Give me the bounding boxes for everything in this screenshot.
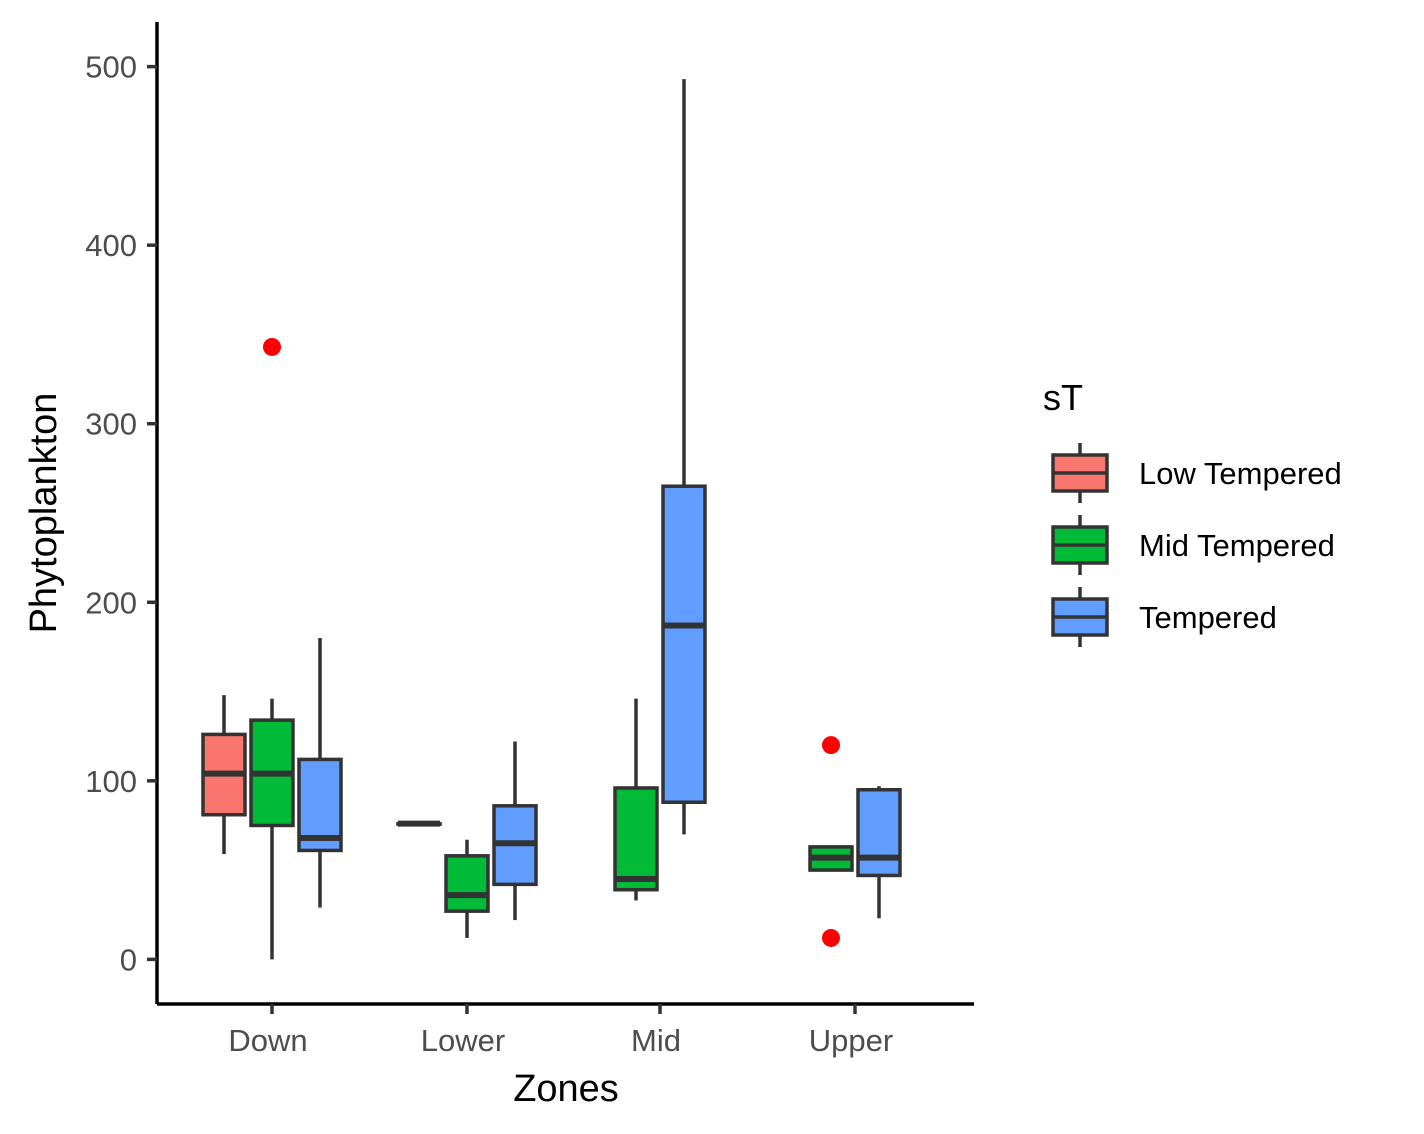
outlier-point — [263, 337, 281, 356]
box-iqr — [613, 786, 659, 892]
box-mid-tempered-upper — [808, 736, 854, 947]
box-low-tempered-down — [201, 695, 247, 855]
x-tick-label: Mid — [631, 1023, 681, 1058]
box-mid-tempered-mid — [613, 698, 659, 901]
legend-item-mid-tempered: Mid Tempered — [1051, 515, 1335, 575]
legend-label: Low Tempered — [1139, 456, 1342, 491]
axes: 0 100 200 300 400 500 Down Lower Mid Upper — [85, 22, 974, 1058]
box-iqr — [661, 484, 707, 804]
x-tick-label: Lower — [421, 1023, 505, 1058]
y-tick-label: 0 — [120, 942, 137, 977]
plot-area — [201, 79, 902, 960]
legend-label: Tempered — [1139, 600, 1277, 635]
legend-title: sT — [1043, 377, 1083, 418]
x-tick-label: Upper — [809, 1023, 893, 1058]
box-mid-tempered-down — [249, 337, 295, 960]
y-tick-label: 200 — [85, 585, 137, 620]
box-mid-tempered-lower — [444, 839, 490, 938]
box-iqr — [444, 854, 490, 913]
y-tick-label: 300 — [85, 407, 137, 442]
box-tempered-lower — [492, 741, 538, 921]
box-tempered-upper — [856, 786, 902, 919]
y-tick-label: 100 — [85, 764, 137, 799]
x-axis-title: Zones — [513, 1068, 619, 1110]
box-tempered-down — [297, 637, 343, 908]
y-tick-label: 500 — [85, 50, 137, 85]
legend: sT Low Tempered Mid Tempered Tempered — [1043, 377, 1342, 647]
legend-item-low-tempered: Low Tempered — [1051, 443, 1342, 503]
outlier-point — [822, 736, 840, 755]
outlier-point — [822, 928, 840, 947]
legend-label: Mid Tempered — [1139, 528, 1335, 563]
y-axis-title: Phytoplankton — [23, 393, 65, 634]
box-tempered-mid — [661, 79, 707, 835]
x-tick-label: Down — [228, 1023, 307, 1058]
box-low-tempered-lower — [396, 820, 442, 827]
box-iqr — [856, 787, 902, 878]
legend-item-tempered: Tempered — [1051, 587, 1277, 647]
y-tick-label: 400 — [85, 228, 137, 263]
